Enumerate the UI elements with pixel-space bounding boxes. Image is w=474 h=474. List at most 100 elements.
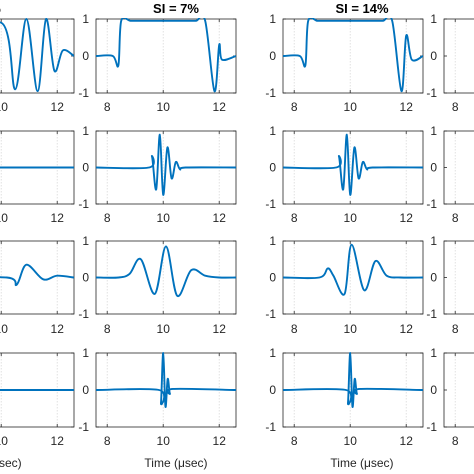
y-tick-label: -1 — [426, 420, 437, 434]
x-tick-label: 10 — [0, 322, 8, 336]
x-tick-label: 10 — [344, 322, 358, 336]
x-tick-label: 8 — [104, 211, 111, 225]
x-tick-label: 10 — [344, 211, 358, 225]
y-tick-label: 0 — [269, 49, 276, 63]
x-tick-label: 10 — [344, 100, 358, 114]
x-tick-label: 12 — [400, 322, 414, 336]
signal-trace — [283, 243, 423, 296]
x-tick-label: 12 — [51, 211, 65, 225]
axes-box — [443, 352, 474, 428]
signal-trace — [96, 133, 236, 196]
y-tick-label: 0 — [430, 383, 437, 397]
x-tick-label: 12 — [51, 434, 65, 448]
signal-trace — [96, 245, 236, 297]
y-tick-label: 1 — [82, 346, 89, 360]
y-tick-label: 0 — [269, 161, 276, 175]
y-tick-label: 1 — [269, 346, 276, 360]
column-title-3: SI = 14% — [335, 1, 389, 16]
signal-trace — [283, 133, 423, 196]
y-tick-label: 1 — [430, 12, 437, 26]
x-tick-label: 10 — [0, 100, 8, 114]
panel-r2-c2: -1 0 1 8 10 12 — [78, 124, 237, 225]
y-tick-label: 0 — [430, 271, 437, 285]
y-tick-label: -1 — [78, 307, 89, 321]
signal-trace — [0, 263, 74, 287]
panel-r3-c2: -1 0 1 8 10 12 — [78, 234, 237, 336]
y-tick-label: 0 — [82, 271, 89, 285]
y-tick-label: 1 — [82, 12, 89, 26]
x-tick-label: 8 — [452, 211, 459, 225]
y-tick-label: -1 — [426, 307, 437, 321]
y-tick-label: 0 — [430, 49, 437, 63]
x-tick-label: 8 — [291, 434, 298, 448]
x-axis-label-col3: Time (μsec) — [330, 456, 393, 470]
axes-box — [282, 18, 424, 94]
x-tick-label: 8 — [452, 322, 459, 336]
signal-trace — [96, 352, 236, 408]
axes-box — [443, 240, 474, 315]
y-tick-label: 1 — [82, 234, 89, 248]
axes-box — [443, 130, 474, 205]
panel-r1-c2: -1 0 1 8 10 12 — [78, 12, 237, 114]
y-tick-label: -1 — [78, 197, 89, 211]
panel-r3-c3: -1 0 1 8 10 12 — [265, 234, 424, 336]
y-tick-label: 0 — [82, 49, 89, 63]
y-tick-label: -1 — [265, 307, 276, 321]
y-tick-label: -1 — [78, 86, 89, 100]
x-tick-label: 8 — [104, 100, 111, 114]
y-tick-label: 0 — [82, 383, 89, 397]
y-tick-label: 0 — [82, 161, 89, 175]
x-tick-label: 12 — [213, 211, 227, 225]
y-tick-label: 1 — [430, 124, 437, 138]
x-tick-label: 12 — [51, 322, 65, 336]
x-tick-label: 8 — [291, 211, 298, 225]
y-tick-label: 0 — [269, 383, 276, 397]
x-tick-label: 12 — [51, 100, 65, 114]
column-title-2: SI = 7% — [153, 1, 199, 16]
y-tick-label: -1 — [265, 197, 276, 211]
y-tick-label: -1 — [265, 420, 276, 434]
y-tick-label: 1 — [82, 124, 89, 138]
panel-r1-c3: -1 0 1 8 10 12 — [265, 12, 424, 114]
y-tick-label: 0 — [430, 161, 437, 175]
x-tick-label: 10 — [0, 434, 8, 448]
x-tick-label: 10 — [157, 322, 171, 336]
x-tick-label: 8 — [291, 322, 298, 336]
x-tick-label: 8 — [104, 434, 111, 448]
y-tick-label: 1 — [269, 12, 276, 26]
x-tick-label: 8 — [104, 322, 111, 336]
x-tick-label: 10 — [157, 434, 171, 448]
y-tick-label: -1 — [78, 420, 89, 434]
x-axis-label-col1-partial: sec) — [0, 456, 22, 470]
x-tick-label: 8 — [452, 100, 459, 114]
y-tick-label: 0 — [269, 271, 276, 285]
signal-trace — [283, 18, 423, 93]
y-tick-label: 1 — [430, 234, 437, 248]
x-tick-label: 12 — [400, 100, 414, 114]
x-tick-label: 10 — [344, 434, 358, 448]
x-tick-label: 12 — [400, 434, 414, 448]
x-tick-label: 12 — [213, 322, 227, 336]
x-tick-label: 12 — [213, 434, 227, 448]
y-tick-label: -1 — [426, 197, 437, 211]
panel-r2-c3: -1 0 1 8 10 12 — [265, 124, 424, 225]
x-tick-label: 8 — [452, 434, 459, 448]
y-tick-label: -1 — [426, 86, 437, 100]
y-tick-label: 1 — [269, 124, 276, 138]
x-tick-label: 12 — [213, 100, 227, 114]
y-tick-label: 1 — [430, 346, 437, 360]
panel-r4-c2: -1 0 1 8 10 12 — [78, 346, 237, 448]
signal-trace — [96, 18, 236, 93]
x-tick-label: 8 — [291, 100, 298, 114]
axes-box — [95, 18, 237, 94]
x-tick-label: 10 — [0, 211, 8, 225]
